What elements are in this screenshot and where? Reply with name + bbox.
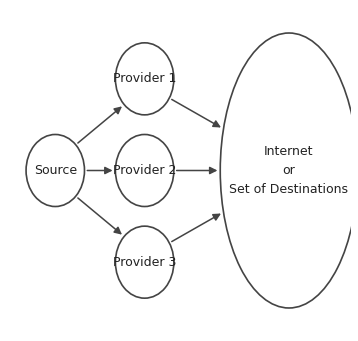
- Ellipse shape: [220, 33, 358, 308]
- Text: Provider 1: Provider 1: [113, 72, 176, 85]
- Ellipse shape: [115, 43, 174, 115]
- Ellipse shape: [26, 134, 84, 207]
- Ellipse shape: [115, 134, 174, 207]
- Text: Internet
or
Set of Destinations: Internet or Set of Destinations: [229, 145, 348, 196]
- Text: Provider 2: Provider 2: [113, 164, 176, 177]
- Text: Source: Source: [34, 164, 77, 177]
- Text: Provider 3: Provider 3: [113, 256, 176, 269]
- Ellipse shape: [115, 226, 174, 298]
